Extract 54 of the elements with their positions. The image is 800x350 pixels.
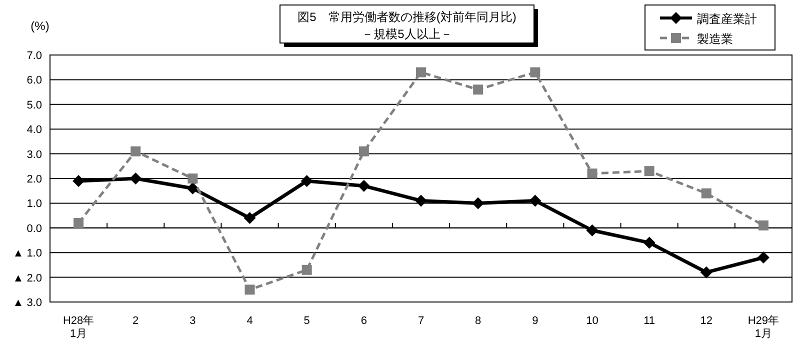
chart-subtitle: －規模5人以上－ [362, 27, 452, 41]
point [530, 67, 540, 78]
x-tick-label: H29年 1月 [748, 315, 780, 340]
point [186, 182, 199, 194]
point [415, 194, 427, 207]
y-axis-title: (%) [30, 19, 50, 33]
y-tick-label: 3.0 [26, 148, 42, 161]
x-tick-label: 4 [246, 315, 253, 327]
point [529, 194, 542, 207]
point [473, 84, 484, 95]
point [300, 174, 313, 187]
legend-label: 製造業 [697, 32, 733, 46]
x-tick-label: 10 [586, 315, 598, 327]
y-tick-label: 6.0 [26, 74, 42, 87]
y-tick-label: 5.0 [26, 99, 42, 112]
x-tick-label: H28年 1月 [62, 315, 94, 340]
y-tick-label: ▲ 2.0 [12, 272, 42, 284]
point [74, 218, 84, 228]
point [700, 266, 712, 278]
y-tick-label: 1.0 [26, 198, 42, 210]
point [643, 236, 656, 249]
x-tick-label: 8 [475, 315, 482, 327]
point [757, 252, 770, 264]
point [758, 220, 768, 230]
point [130, 146, 141, 156]
y-tick-label: 4.0 [26, 124, 42, 136]
point [358, 180, 370, 192]
y-tick-label: 7.0 [26, 50, 42, 62]
point [358, 146, 369, 156]
point [587, 168, 598, 179]
point [130, 172, 142, 184]
point [244, 284, 255, 295]
x-tick-label: 6 [360, 315, 367, 327]
point [244, 212, 256, 224]
chart-title: 図5 常用労働者数の推移(対前年同月比) [298, 10, 516, 24]
y-tick-label: ▲ 1.0 [12, 248, 42, 260]
point [302, 264, 312, 275]
x-tick-label: 12 [700, 315, 713, 327]
point [416, 67, 426, 78]
x-tick-label: 5 [304, 315, 310, 327]
x-tick-label: 2 [132, 315, 139, 327]
y-tick-label: ▲ 3.0 [12, 297, 42, 309]
legend-label: 調査産業計 [697, 12, 757, 26]
point [188, 174, 198, 184]
x-tick-label: 3 [190, 315, 196, 327]
point [472, 197, 484, 210]
x-tick-label: 7 [418, 315, 424, 327]
point [701, 188, 712, 198]
point [644, 166, 654, 176]
point [586, 224, 598, 236]
y-tick-label: 2.0 [26, 174, 42, 186]
x-tick-label: 11 [644, 315, 656, 327]
x-tick-label: 9 [532, 315, 538, 327]
y-tick-label: 0.0 [26, 222, 42, 235]
